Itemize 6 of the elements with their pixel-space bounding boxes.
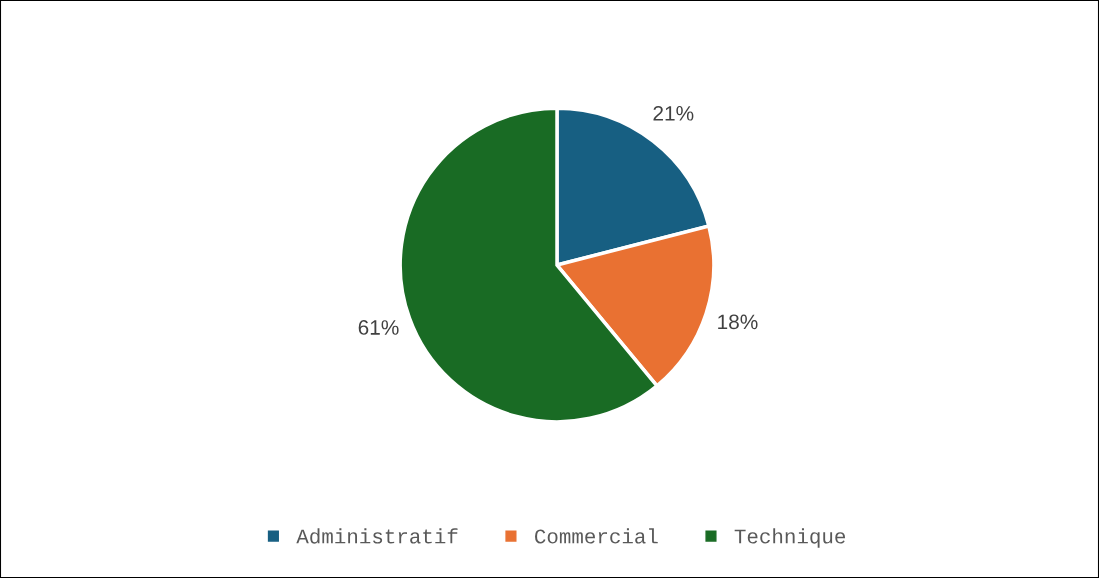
data-label: 18% <box>718 314 758 330</box>
legend-label: Commercial <box>535 528 658 544</box>
data-label: 61% <box>358 320 399 335</box>
legend-label: Administratif <box>296 528 458 544</box>
data-label: 21% <box>653 105 694 121</box>
legend-label: Technique <box>734 528 846 548</box>
